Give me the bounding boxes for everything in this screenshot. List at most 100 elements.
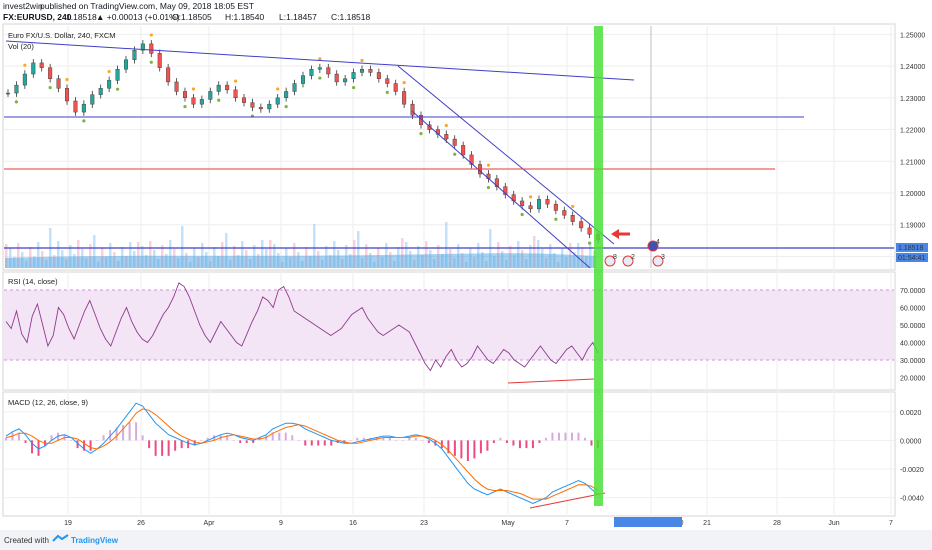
header-bar	[0, 0, 932, 22]
macd-tick-label: 0.0020	[900, 410, 922, 417]
rsi-tick-label: 70.0000	[900, 288, 925, 295]
signal-dot	[217, 98, 221, 102]
macd-histogram-bar	[180, 440, 183, 449]
macd-histogram-bar	[167, 440, 170, 456]
tradingview-brand[interactable]: TradingView	[71, 536, 119, 545]
volume-bar	[589, 242, 592, 268]
macd-histogram-bar	[505, 440, 508, 443]
macd-label: MACD (12, 26, close, 9)	[8, 398, 89, 407]
volume-bar	[109, 243, 112, 268]
time-tick-label: 21	[703, 520, 711, 527]
upper-descending-line	[5, 40, 635, 81]
price-pane-title: Euro FX/U.S. Dollar, 240, FXCM	[8, 31, 116, 40]
candle-body	[191, 97, 196, 105]
macd-histogram-bar	[330, 440, 333, 446]
candle-body	[284, 91, 289, 99]
candle-body	[199, 99, 204, 105]
rsi-layer	[4, 282, 894, 384]
signal-dot	[14, 100, 19, 104]
rsi-label: RSI (14, close)	[8, 277, 58, 286]
macd-histogram-bar	[531, 440, 534, 449]
volume-bar	[269, 240, 272, 268]
event-count: 8	[613, 254, 617, 261]
candle-body	[326, 67, 331, 75]
macd-histogram-bar	[551, 432, 554, 441]
price-tick-label: 1.22000	[900, 128, 925, 135]
signal-dot	[48, 85, 52, 90]
volume-bar	[181, 226, 184, 268]
macd-histogram-bar	[278, 432, 281, 441]
signal-dot	[351, 85, 356, 90]
macd-histogram-bar	[317, 440, 320, 446]
last-price-badge-text: 1.18518	[898, 245, 923, 252]
macd-layer	[5, 402, 606, 509]
macd-histogram-bar	[304, 440, 307, 446]
event-count: 3	[661, 254, 665, 261]
candle-body	[410, 103, 415, 116]
signal-dot	[23, 63, 27, 67]
candle-body	[562, 210, 567, 216]
macd-histogram-bar	[200, 440, 203, 441]
time-tick-label: 9	[279, 520, 283, 527]
candle-body	[301, 75, 306, 84]
macd-divergence-line	[529, 492, 606, 509]
candle-body	[140, 43, 145, 51]
candle-body	[149, 43, 154, 54]
rsi-pane[interactable]	[2, 271, 896, 391]
macd-histogram-bar	[76, 440, 79, 449]
countdown-badge	[896, 253, 928, 262]
macd-histogram-bar	[414, 437, 417, 441]
rsi-tick-label: 60.0000	[900, 306, 925, 313]
candle-body	[402, 91, 407, 105]
volume-bar	[241, 241, 244, 268]
candle-body	[376, 72, 381, 79]
volume-ma-area	[5, 253, 596, 268]
candle-body	[56, 78, 61, 89]
published-text: published on TradingView.com, May 09, 20…	[40, 1, 254, 11]
candle-body	[385, 78, 390, 84]
macd-histogram-bar	[245, 440, 248, 443]
candle-body	[225, 84, 230, 91]
signal-dot	[453, 152, 457, 156]
candle-body	[166, 67, 171, 83]
macd-histogram-bar	[525, 440, 528, 449]
tradingview-logo-icon[interactable]	[52, 534, 69, 542]
volume-bar	[353, 240, 356, 268]
candle-body	[368, 69, 373, 73]
macd-histogram-bar	[492, 440, 495, 443]
price-tick-label: 1.20000	[900, 191, 925, 198]
event-marker-icon	[647, 240, 659, 252]
macd-histogram-bar	[479, 440, 482, 454]
macd-histogram-bar	[512, 440, 515, 446]
change-value: ▲ +0.00013 (+0.01%)	[96, 12, 180, 22]
macd-histogram-bar	[115, 427, 118, 441]
volume-bar	[333, 241, 336, 268]
signal-dot	[284, 105, 288, 109]
volume-bar	[5, 244, 8, 268]
candle-body	[537, 199, 542, 210]
candle-body	[64, 88, 69, 102]
candle-body	[528, 205, 533, 210]
volume-bar	[221, 242, 224, 268]
macd-histogram-bar	[421, 440, 424, 441]
macd-histogram-bar	[122, 424, 125, 441]
time-tick-label: 26	[137, 520, 145, 527]
signal-dot	[276, 87, 280, 91]
macd-histogram-bar	[557, 432, 560, 441]
candle-body	[250, 102, 255, 108]
macd-histogram-bar	[102, 435, 105, 441]
macd-histogram-bar	[50, 435, 53, 441]
candle-body	[107, 80, 112, 89]
volume-bar	[261, 240, 264, 268]
candle-body	[461, 145, 466, 156]
publisher-name[interactable]: invest2win	[3, 1, 43, 11]
volume-bar	[293, 243, 296, 268]
signal-dot	[554, 217, 558, 221]
macd-histogram-bar	[291, 435, 294, 441]
macd-histogram-bar	[239, 440, 242, 443]
rsi-tick-label: 30.0000	[900, 358, 925, 365]
signal-dot	[486, 185, 491, 190]
macd-histogram-bar	[577, 432, 580, 441]
macd-pane[interactable]	[2, 391, 896, 517]
price-pane[interactable]	[2, 23, 896, 271]
